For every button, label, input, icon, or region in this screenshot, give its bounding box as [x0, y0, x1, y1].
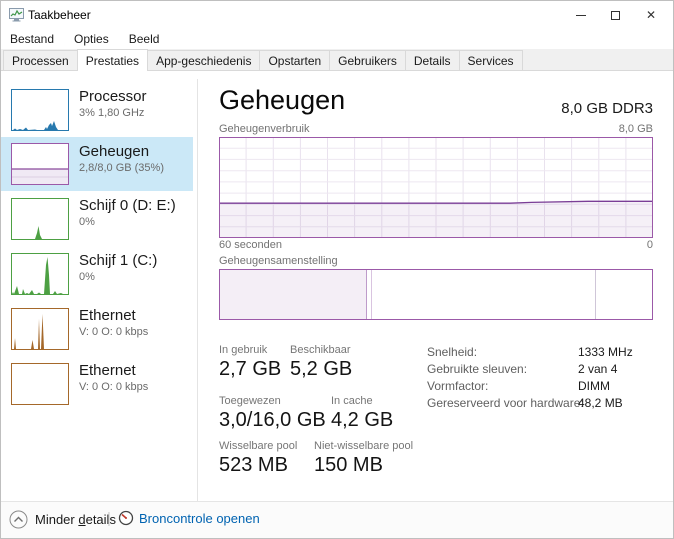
menu-bar: Bestand Opties Beeld — [1, 29, 673, 49]
menu-bestand[interactable]: Bestand — [10, 32, 55, 46]
detail-label: Gebruikte sleuven: — [427, 362, 528, 376]
stat-value: 5,2 GB — [290, 358, 353, 380]
detail-label: Snelheid: — [427, 345, 478, 359]
footer-bar: Minder details | Broncontrole openen — [1, 501, 673, 538]
stat-label: Toegewezen — [219, 395, 281, 407]
tab-opstarten[interactable]: Opstarten — [259, 50, 331, 70]
detail-value: 1333 MHz — [578, 345, 633, 359]
chevron-up-circle-icon — [9, 510, 28, 529]
sidebar-item-ethernet-2[interactable]: Ethernet V: 0 O: 0 kbps — [1, 360, 193, 414]
close-icon: ✕ — [645, 8, 657, 22]
tab-details[interactable]: Details — [404, 50, 460, 70]
disk0-mini-chart-icon — [11, 198, 69, 240]
title-bar[interactable]: Taakbeheer ✕ — [1, 1, 673, 29]
page-title: Geheugen — [219, 85, 346, 115]
ethernet1-mini-chart-icon — [11, 308, 69, 350]
tab-prestaties[interactable]: Prestaties — [76, 49, 149, 71]
tab-processen[interactable]: Processen — [3, 50, 78, 70]
tab-services[interactable]: Services — [458, 50, 523, 70]
minder-details-label: Minder details — [35, 512, 116, 527]
sidebar-label: Schijf 1 (C:) — [79, 252, 158, 269]
sidebar-item-processor[interactable]: Processor 3% 1,80 GHz — [1, 86, 193, 140]
detail-value: 48,2 MB — [578, 396, 623, 410]
memory-composition-bar[interactable] — [219, 269, 653, 320]
usage-chart-label: Geheugenverbruik — [219, 123, 310, 135]
app-icon — [9, 8, 24, 22]
x-axis-right: 0 — [646, 239, 653, 251]
sidebar-sub: V: 0 O: 0 kbps — [79, 326, 149, 338]
sidebar-item-ethernet-1[interactable]: Ethernet V: 0 O: 0 kbps — [1, 305, 193, 359]
sidebar-label: Geheugen — [79, 143, 150, 160]
memory-mini-chart-icon — [11, 143, 69, 185]
disk1-mini-chart-icon — [11, 253, 69, 295]
stat-value: 3,0/16,0 GB — [219, 409, 326, 431]
cpu-mini-chart-icon — [11, 89, 69, 131]
stat-value: 2,7 GB — [219, 358, 282, 380]
sidebar-divider — [197, 79, 198, 501]
stat-value: 523 MB — [219, 454, 288, 476]
memory-usage-chart — [219, 137, 653, 238]
sidebar-sub: 3% 1,80 GHz — [79, 107, 145, 119]
composition-standby-divider — [594, 270, 596, 319]
x-axis-left: 60 seconden — [219, 239, 282, 251]
sidebar-sub: V: 0 O: 0 kbps — [79, 381, 149, 393]
composition-modified-line — [370, 270, 372, 319]
detail-label: Vormfactor: — [427, 379, 489, 393]
stat-label: In gebruik — [219, 344, 268, 356]
menu-beeld[interactable]: Beeld — [128, 32, 160, 46]
memory-capacity: 8,0 GB DDR3 — [561, 100, 653, 117]
maximize-button[interactable] — [598, 1, 632, 29]
sidebar-label: Schijf 0 (D: E:) — [79, 197, 176, 214]
gauge-icon — [118, 510, 134, 526]
tab-gebruikers[interactable]: Gebruikers — [329, 50, 406, 70]
sidebar-sub: 0% — [79, 216, 95, 228]
stat-label: In cache — [331, 395, 373, 407]
minder-details-button[interactable]: Minder details — [9, 510, 116, 529]
composition-label: Geheugensamenstelling — [219, 255, 338, 267]
tab-app-geschiedenis[interactable]: App-geschiedenis — [147, 50, 261, 70]
stat-value: 150 MB — [314, 454, 383, 476]
composition-in-use — [220, 270, 367, 319]
ethernet2-mini-chart-icon — [11, 363, 69, 405]
maximize-icon — [610, 10, 620, 20]
minimize-icon — [576, 14, 586, 16]
sidebar-label: Ethernet — [79, 307, 136, 324]
stat-label: Beschikbaar — [290, 344, 351, 356]
window-title: Taakbeheer — [28, 8, 91, 22]
sidebar-label: Ethernet — [79, 362, 136, 379]
footer-separator: | — [107, 510, 111, 527]
stat-value: 4,2 GB — [331, 409, 394, 431]
close-button[interactable]: ✕ — [634, 1, 668, 29]
sidebar-sub: 2,8/8,0 GB (35%) — [79, 162, 164, 174]
detail-label: Gereserveerd voor hardware: — [427, 396, 584, 410]
usage-chart-max: 8,0 GB — [618, 123, 653, 135]
broncontrole-link[interactable]: Broncontrole openen — [118, 510, 260, 526]
menu-opties[interactable]: Opties — [74, 32, 109, 46]
sidebar-label: Processor — [79, 88, 147, 105]
stat-label: Niet-wisselbare pool — [314, 440, 414, 452]
broncontrole-label: Broncontrole openen — [139, 510, 260, 526]
detail-value: DIMM — [578, 379, 610, 393]
tab-strip: Processen Prestaties App-geschiedenis Op… — [1, 49, 673, 71]
detail-value: 2 van 4 — [578, 362, 618, 376]
stat-label: Wisselbare pool — [219, 440, 298, 452]
sidebar-item-geheugen[interactable]: Geheugen 2,8/8,0 GB (35%) — [1, 137, 193, 191]
sidebar-item-schijf-1[interactable]: Schijf 1 (C:) 0% — [1, 250, 193, 304]
minimize-button[interactable] — [564, 1, 598, 29]
sidebar-sub: 0% — [79, 271, 95, 283]
sidebar-item-schijf-0[interactable]: Schijf 0 (D: E:) 0% — [1, 195, 193, 249]
